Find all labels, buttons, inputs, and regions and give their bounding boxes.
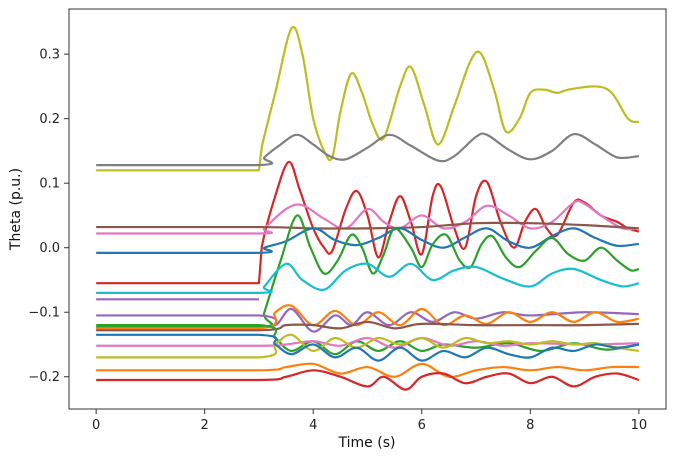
series-line-3 — [96, 160, 640, 285]
x-tick-label: 2 — [201, 418, 209, 433]
series-line-12 — [96, 320, 639, 332]
series-line-17 — [96, 362, 639, 378]
y-axis-label: Theta (p.u.) — [8, 168, 24, 251]
y-tick-label: 0.1 — [39, 177, 60, 192]
x-tick-label: 10 — [631, 418, 648, 433]
x-tick-label: 0 — [92, 418, 100, 433]
x-tick-label: 8 — [526, 418, 534, 433]
series-line-15 — [96, 333, 640, 359]
y-tick-label: 0.3 — [39, 48, 60, 63]
series-line-6 — [96, 227, 639, 254]
series-line-7 — [96, 214, 640, 329]
y-tick-label: −0.2 — [28, 370, 60, 385]
y-tick-label: 0.2 — [39, 112, 60, 127]
x-tick-label: 4 — [309, 418, 317, 433]
plot-frame — [68, 8, 667, 410]
series-line-1 — [96, 25, 640, 172]
series-line-8 — [96, 262, 640, 294]
y-tick-label: 0.0 — [39, 241, 60, 256]
series-layer — [96, 25, 640, 391]
series-line-4 — [96, 199, 639, 235]
series-line-16 — [96, 333, 640, 362]
series-line-2 — [96, 132, 639, 167]
y-tick-label: −0.1 — [28, 306, 60, 321]
x-tick-label: 6 — [418, 418, 426, 433]
ticks-layer: 0 2 4 6 8 10 −0.2 −0.1 0.0 0.1 0.2 0.3 — [28, 48, 647, 433]
series-line-18 — [96, 369, 640, 391]
x-axis-label: Time (s) — [338, 435, 396, 451]
